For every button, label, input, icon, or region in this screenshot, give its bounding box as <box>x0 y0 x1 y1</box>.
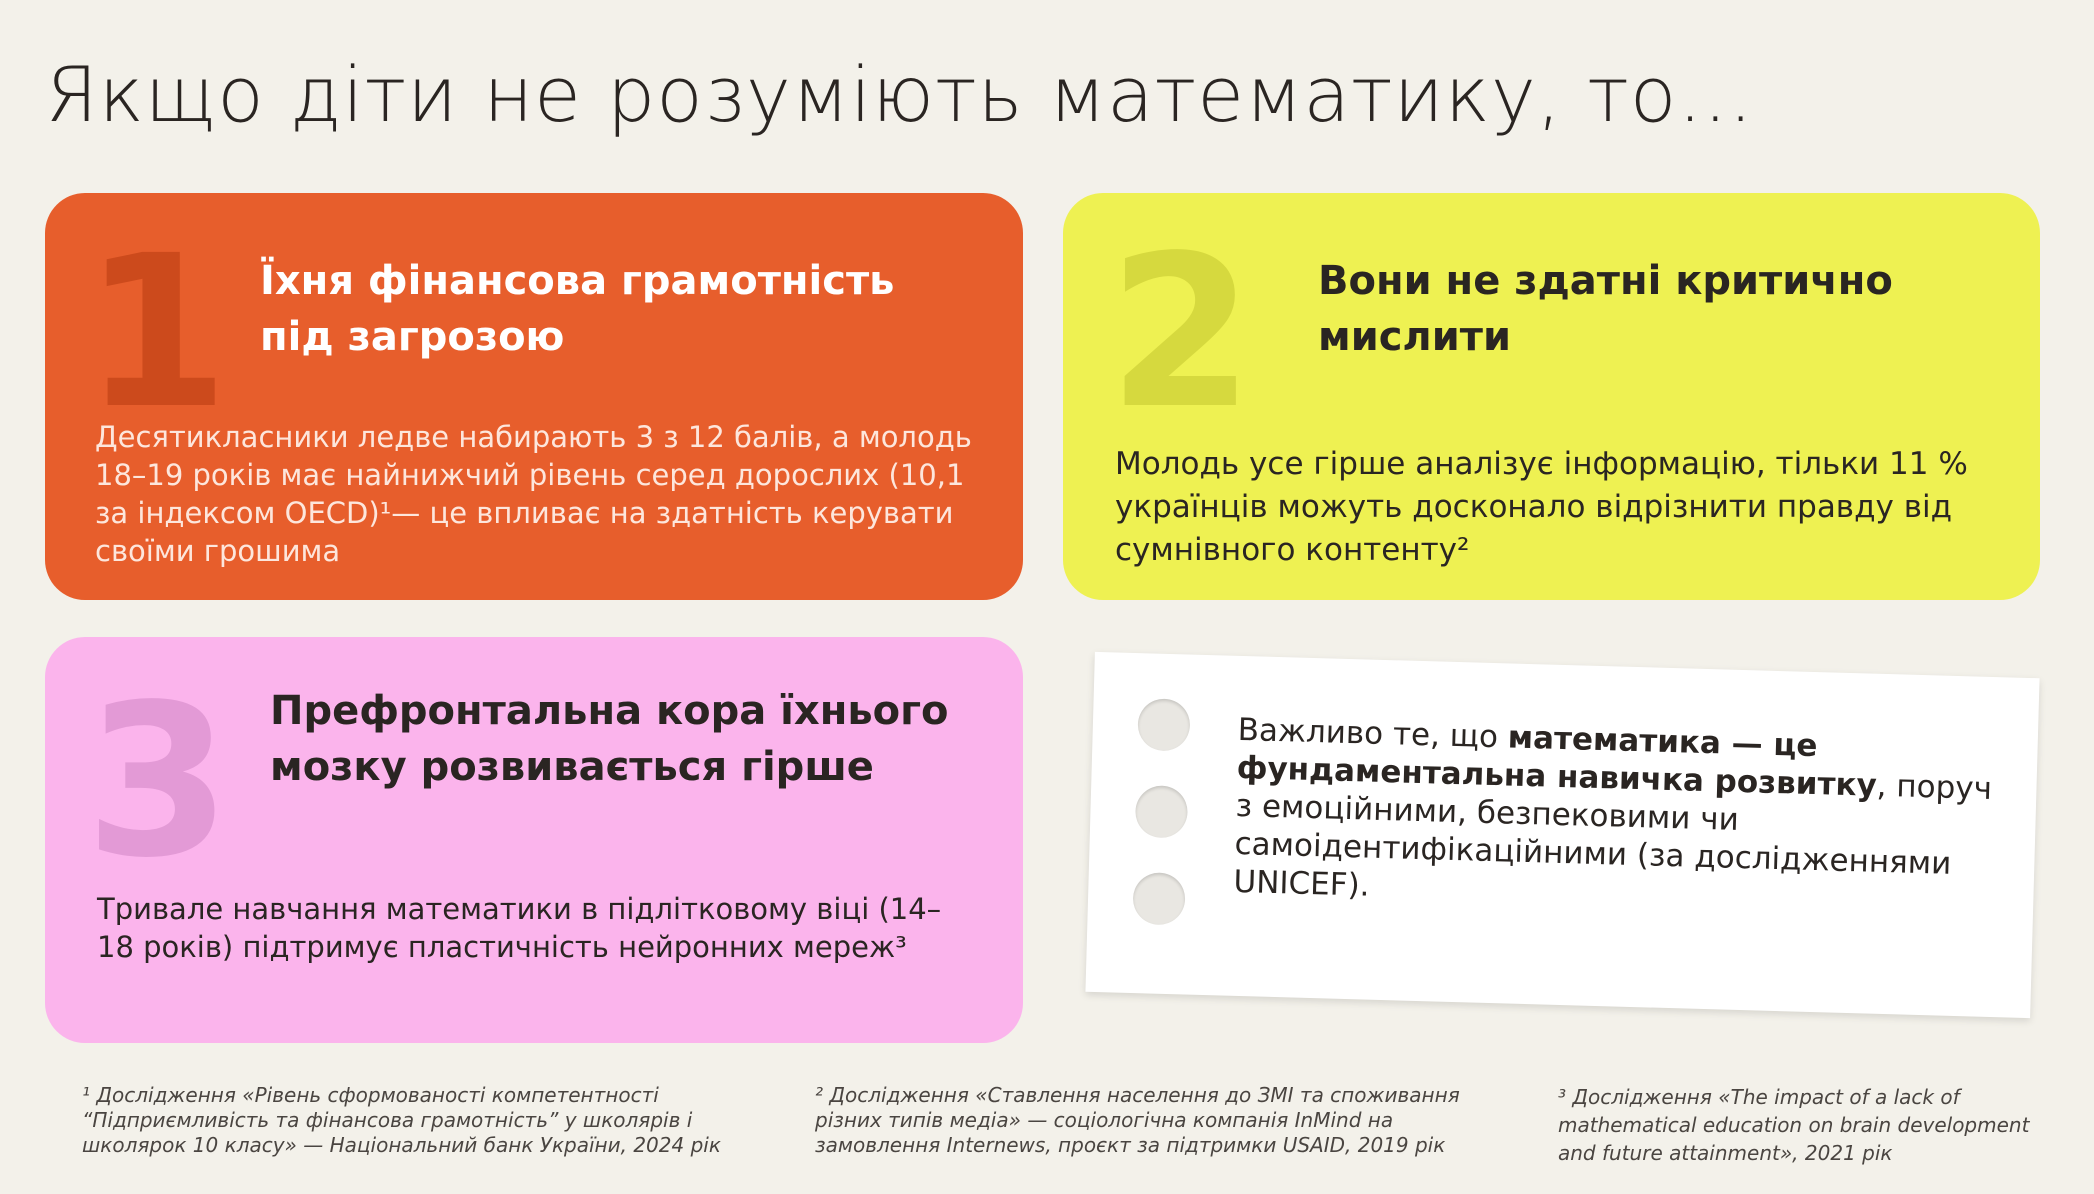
card-heading: Префронтальна кора їхнього мозку розвива… <box>270 688 949 790</box>
card-body: Тривале навчання математики в підлітково… <box>97 892 942 964</box>
card-heading: Їхня фінансова грамотність під загрозою <box>260 258 895 360</box>
page-title: Якщо діти не розуміють математику, то… <box>45 50 1755 139</box>
card-number: 2 <box>1108 210 1255 455</box>
card-prefrontal-cortex: 3 Префронтальна кора їхнього мозку розви… <box>45 637 1023 1043</box>
footnote-1: ¹ Дослідження «Рівень сформованості комп… <box>82 1083 721 1157</box>
card-body: Десятикласники ледве набирають 3 з 12 ба… <box>95 420 972 568</box>
punch-hole <box>1134 785 1189 839</box>
footnote-2: ² Дослідження «Ставлення населення до ЗМ… <box>815 1083 1460 1157</box>
punch-hole <box>1137 698 1191 752</box>
note-text-plain: Важливо те, що <box>1237 711 1509 756</box>
card-body: Молодь усе гірше аналізує інформацію, ті… <box>1115 446 1968 568</box>
card-heading: Вони не здатні критично мислити <box>1318 258 1893 360</box>
note-card: Важливо те, що математика — це фундамент… <box>1085 651 2040 1019</box>
card-number: 1 <box>83 210 230 455</box>
card-critical-thinking: 2 Вони не здатні критично мислити Молодь… <box>1063 193 2040 600</box>
punch-hole <box>1132 872 1186 926</box>
card-number: 3 <box>85 659 232 904</box>
footnote-3: ³ Дослідження «The impact of a lack of m… <box>1558 1085 2030 1165</box>
note-text: Важливо те, що математика — це фундамент… <box>1233 711 1998 922</box>
card-financial-literacy: 1 Їхня фінансова грамотність під загрозо… <box>45 193 1023 600</box>
